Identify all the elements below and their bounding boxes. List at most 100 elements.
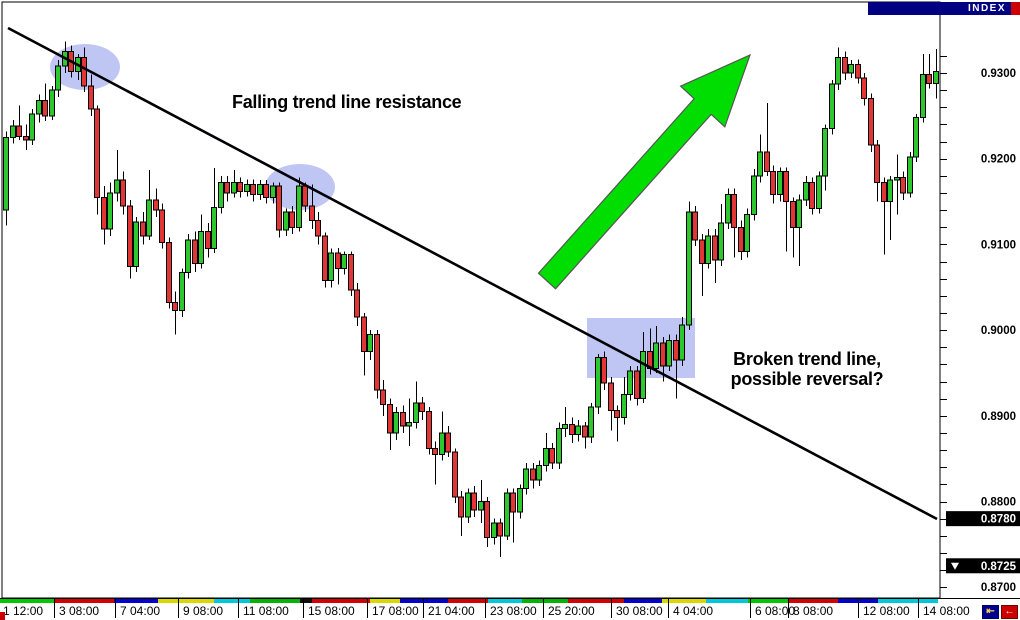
scroll-start-button[interactable]: ⇤	[982, 605, 999, 619]
price-badge-bg	[946, 558, 1020, 574]
candle-body	[328, 252, 334, 281]
candle	[231, 169, 237, 198]
candle	[770, 165, 776, 204]
candle	[497, 518, 503, 558]
annotation-broken-line1: Broken trend line,	[733, 349, 881, 369]
candle-body	[510, 492, 516, 513]
time-axis-label: 3 08:00	[59, 604, 99, 618]
candle	[250, 179, 256, 202]
candle	[309, 184, 315, 229]
candle	[16, 105, 22, 140]
candle-body	[562, 423, 568, 430]
candle	[712, 228, 718, 283]
candle	[653, 325, 659, 373]
session-strip-segment	[114, 599, 158, 603]
candle-body	[185, 239, 191, 274]
candle	[790, 197, 796, 258]
candle-body	[666, 339, 672, 367]
scroll-end-button[interactable]: ←	[1001, 605, 1018, 619]
candle	[881, 177, 887, 255]
candle	[530, 462, 536, 489]
up-arrow-icon	[537, 53, 752, 290]
candle	[920, 54, 926, 123]
candle-body	[569, 423, 575, 436]
candle-body	[783, 171, 789, 203]
candle-body	[497, 522, 503, 537]
candle-body	[660, 342, 666, 367]
candle	[744, 208, 750, 258]
candle-body	[198, 231, 204, 264]
candle-body	[218, 182, 224, 209]
candle	[705, 228, 711, 269]
candle	[796, 194, 802, 266]
candle	[588, 402, 594, 444]
candle	[725, 188, 731, 229]
session-strip-segment	[788, 599, 838, 603]
candle-body	[276, 185, 282, 231]
candle	[816, 171, 822, 214]
price-axis-label: 0.9200	[981, 154, 1016, 166]
time-axis-label: 30 08:00	[616, 604, 663, 618]
candle-body	[712, 235, 718, 261]
candle-body	[478, 501, 484, 511]
candle	[172, 291, 178, 335]
candle	[406, 398, 412, 446]
indicator-title-badge: INDEX	[868, 2, 1020, 15]
candle-body	[718, 222, 724, 261]
candle-body	[49, 89, 55, 117]
candle	[88, 74, 94, 116]
time-axis-label: 25 20:00	[548, 604, 595, 618]
candle-body	[94, 108, 100, 198]
session-strip-segment	[488, 599, 522, 603]
candle-body	[309, 205, 315, 221]
time-axis-label: 23 08:00	[490, 604, 537, 618]
candle	[686, 201, 692, 331]
price-axis-label: 0.9100	[981, 239, 1016, 251]
candle	[536, 460, 542, 487]
candle-body	[283, 211, 289, 231]
candle	[848, 60, 854, 79]
candle	[192, 231, 198, 272]
candle	[562, 407, 568, 438]
price-axis-label: 0.8700	[981, 582, 1016, 594]
candle	[107, 182, 113, 236]
candle-body	[705, 235, 711, 264]
candle-body	[640, 351, 646, 400]
candle-body	[933, 70, 939, 84]
candle-body	[211, 207, 217, 250]
candle-body	[179, 272, 185, 311]
candle-body	[744, 213, 750, 252]
candle-body	[653, 342, 659, 370]
candle-body	[504, 492, 510, 537]
candle-body	[614, 410, 620, 419]
time-axis-label: 17 08:00	[372, 604, 419, 618]
session-strip-segment	[448, 599, 488, 603]
candle-body	[250, 183, 256, 196]
price-axis: 0.9300 0.9200 0.9100 0.9000 0.8900 0.8800 0.87…	[940, 56, 1020, 594]
candle-body	[445, 432, 451, 453]
candle	[894, 154, 900, 215]
candle	[413, 381, 419, 429]
candle	[393, 407, 399, 440]
candle	[556, 422, 562, 469]
time-axis-label: 15 08:00	[308, 604, 355, 618]
price-axis-label: 0.9300	[981, 68, 1016, 80]
candle	[569, 417, 575, 444]
candle	[296, 177, 302, 232]
candle	[634, 366, 640, 406]
candle	[439, 411, 445, 461]
candle-body	[835, 57, 841, 85]
badge-close-icon[interactable]	[1011, 2, 1020, 15]
candle	[764, 102, 770, 176]
candle	[861, 73, 867, 106]
candle-body	[894, 177, 900, 181]
candle	[276, 182, 282, 238]
candle-body	[263, 183, 269, 198]
candle-body	[543, 447, 549, 467]
candle	[731, 188, 737, 258]
candle-body	[166, 242, 172, 304]
time-axis-label: 12 08:00	[863, 604, 910, 618]
candle-body	[692, 211, 698, 241]
candle-body	[361, 316, 367, 353]
